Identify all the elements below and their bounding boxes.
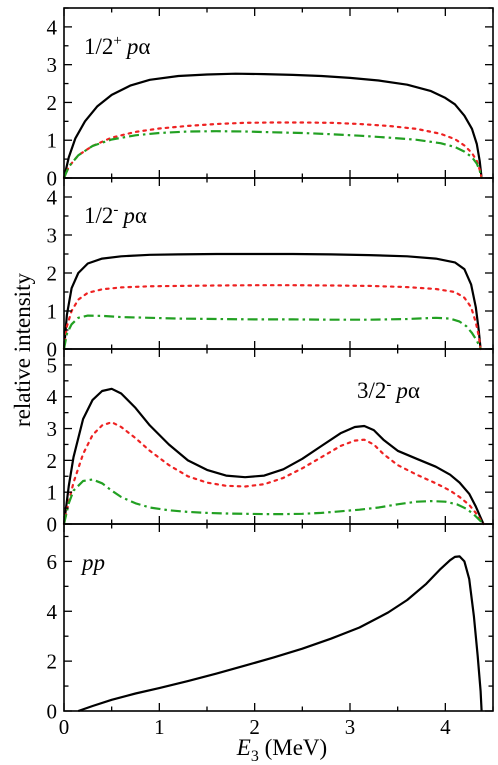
plot-root: 0 1 2 3 4 1/2+ pα 0 1 2 3 4 1/2- pα 0 1 2 3 4 5 3/2- pα 0 2 4 6 pp… bbox=[47, 7, 494, 739]
y-tick-label: 2 bbox=[47, 91, 58, 115]
x-axis-label: E3 (MeV) bbox=[236, 735, 327, 765]
y-tick-label: 3 bbox=[47, 224, 58, 248]
y-tick-label: 0 bbox=[47, 700, 58, 724]
x-tick-label: 3 bbox=[345, 715, 356, 739]
y-tick-label: 3 bbox=[47, 53, 58, 77]
panel-label: 1/2+ pα bbox=[84, 33, 150, 59]
x-axis-label-unit: (MeV) bbox=[259, 735, 327, 760]
panel-1: 0 1 2 3 4 1/2+ pα bbox=[47, 7, 494, 191]
y-tick-label: 0 bbox=[47, 167, 58, 191]
x-tick-label: 0 bbox=[59, 715, 70, 739]
y-tick-label: 3 bbox=[47, 417, 58, 441]
panel-label: 3/2- pα bbox=[357, 377, 420, 403]
x-tick-label: 1 bbox=[154, 715, 165, 739]
panel-frame bbox=[63, 523, 494, 712]
y-tick-label: 2 bbox=[47, 262, 58, 286]
panel-3: 0 1 2 3 4 5 3/2- pα bbox=[47, 348, 494, 537]
series-dotted-line bbox=[62, 121, 483, 180]
series-solid-line bbox=[62, 252, 482, 350]
axis-titles: relative intensity E3 (MeV) bbox=[10, 273, 327, 765]
y-tick-label: 4 bbox=[47, 186, 58, 210]
series-dashdot-line bbox=[62, 314, 482, 350]
y-tick-label: 1 bbox=[47, 481, 58, 505]
panel-label: pp bbox=[80, 550, 105, 575]
y-axis-label: relative intensity bbox=[10, 273, 35, 427]
y-tick-label: 6 bbox=[47, 550, 58, 574]
series-solid-line bbox=[62, 387, 485, 525]
y-tick-label: 0 bbox=[47, 338, 58, 362]
series-dotted-line bbox=[62, 284, 482, 351]
series-solid-line bbox=[77, 555, 483, 713]
series-dashdot-line bbox=[62, 478, 485, 525]
x-axis-label-symbol: E bbox=[236, 735, 251, 760]
series-dashdot-line bbox=[62, 130, 483, 179]
x-axis-label-subscript: 3 bbox=[251, 748, 259, 765]
panel-label: 1/2- pα bbox=[84, 202, 147, 228]
x-tick-labels: 0 1 2 3 4 bbox=[59, 715, 451, 739]
y-tick-label: 4 bbox=[47, 15, 58, 39]
y-tick-label: 2 bbox=[47, 650, 58, 674]
panel-4: 0 2 4 6 pp bbox=[47, 523, 494, 724]
x-tick-label: 2 bbox=[249, 715, 260, 739]
series-solid-line bbox=[62, 72, 483, 179]
y-tick-label: 4 bbox=[47, 385, 58, 409]
y-tick-label: 1 bbox=[47, 129, 58, 153]
panel-frame bbox=[63, 348, 494, 525]
y-tick-label: 0 bbox=[47, 513, 58, 537]
y-tick-label: 2 bbox=[47, 449, 58, 473]
y-tick-label: 1 bbox=[47, 300, 58, 324]
y-tick-label: 4 bbox=[47, 600, 58, 624]
y-tick-label: 5 bbox=[47, 353, 58, 377]
series-dotted-line bbox=[62, 421, 485, 526]
x-tick-label: 4 bbox=[440, 715, 451, 739]
panel-2: 0 1 2 3 4 1/2- pα bbox=[47, 177, 494, 362]
